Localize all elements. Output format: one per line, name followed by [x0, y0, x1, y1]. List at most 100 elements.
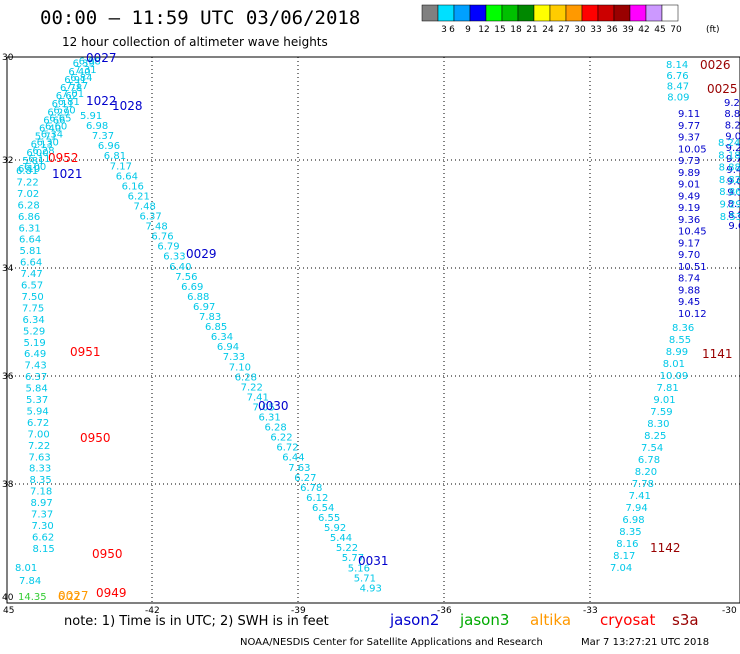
wave-height-value: 9.73 — [678, 156, 700, 167]
timestamp-text: Mar 7 13:27:21 UTC 2018 — [581, 637, 709, 648]
wave-height-value: 9.67 — [728, 221, 740, 232]
wave-height-value: 7.30 — [32, 521, 54, 532]
map-subtitle: 12 hour collection of altimeter wave hei… — [62, 35, 328, 49]
wave-height-value: 9.11 — [678, 109, 700, 120]
legend-swatch — [518, 5, 534, 21]
satellite-name: jason3 — [459, 611, 509, 629]
credit-text: NOAA/NESDIS Center for Satellite Applica… — [240, 637, 543, 648]
wave-height-value: 6.72 — [27, 418, 49, 429]
wave-height-value: 8.16 — [616, 539, 638, 550]
legend-swatch — [534, 5, 550, 21]
wave-height-value: 8.01 — [663, 359, 685, 370]
wave-height-value: 7.75 — [22, 303, 44, 314]
wave-height-value: 8.09 — [667, 92, 689, 103]
legend-swatch — [614, 5, 630, 21]
wave-height-value: 7.59 — [650, 407, 672, 418]
legend-swatch — [486, 5, 502, 21]
wave-height-value: 7.78 — [632, 479, 654, 490]
track-time-label: 0029 — [186, 247, 217, 261]
wave-height-value: 7.47 — [21, 269, 43, 280]
satellite-name: jason2 — [389, 611, 439, 629]
lat-label: 30 — [2, 53, 14, 63]
wave-height-value: 8.25 — [644, 431, 666, 442]
legend-swatch — [454, 5, 470, 21]
legend-tick-label: 45 — [654, 25, 665, 35]
wave-height-value: 9.70 — [678, 250, 700, 261]
wave-height-value: 6.76 — [666, 71, 688, 82]
track-time-label: 1142 — [650, 541, 681, 555]
wave-height-value: 7.84 — [19, 576, 41, 587]
wave-height-value: 7.02 — [17, 189, 39, 200]
legend-swatch — [630, 5, 646, 21]
legend-unit: (ft) — [706, 25, 720, 35]
track-time-label: 0027 — [58, 589, 89, 603]
legend-swatch — [470, 5, 486, 21]
wave-height-value: 8.55 — [669, 335, 691, 346]
wave-height-value: 5.29 — [23, 326, 45, 337]
lat-label: 40 — [2, 593, 14, 603]
wave-height-value: 8.84 — [724, 109, 740, 120]
legend-swatch — [502, 5, 518, 21]
legend-tick-label: 27 — [558, 25, 569, 35]
legend-tick-label: 42 — [638, 25, 649, 35]
wave-height-value: 14.35 — [18, 592, 47, 603]
wave-height-value: 10.05 — [678, 144, 707, 155]
wave-height-value: 8.24 — [718, 138, 740, 149]
wave-height-value: 7.37 — [31, 510, 53, 521]
legend-tick-label: 33 — [590, 25, 601, 35]
wave-height-value: 9.36 — [678, 215, 700, 226]
wave-height-value: 8.88 — [719, 163, 740, 174]
wave-height-value: 9.37 — [678, 133, 700, 144]
wave-height-value: 6.98 — [622, 515, 644, 526]
legend-swatch — [582, 5, 598, 21]
legend-tick-label: 24 — [542, 25, 554, 35]
wave-height-value: 8.15 — [33, 544, 55, 555]
legend-tick-label: 70 — [670, 25, 682, 35]
wave-height-value: 8.01 — [15, 563, 37, 574]
track-time-label: 0031 — [358, 554, 389, 568]
wave-height-value: 9.01 — [653, 395, 675, 406]
wave-height-value: 6.57 — [21, 281, 43, 292]
wave-height-value: 5.37 — [26, 395, 48, 406]
wave-height-value: 9.77 — [678, 121, 700, 132]
latitude-axis: 30 32 34 36 38 40 — [2, 53, 14, 603]
wave-height-value: 5.81 — [20, 246, 42, 257]
lat-label: 36 — [2, 372, 14, 382]
wave-height-value: 6.31 — [19, 223, 41, 234]
wave-height-value: 7.00 — [28, 429, 50, 440]
wave-height-value: 5.19 — [24, 338, 46, 349]
wave-height-value: 9.19 — [678, 203, 700, 214]
lat-label: 34 — [2, 264, 14, 274]
wave-height-value: 6.78 — [638, 455, 660, 466]
track-time-label: 0027 — [86, 51, 117, 65]
wave-height-value: 5.94 — [27, 406, 49, 417]
legend-tick-label: 6 — [449, 25, 455, 35]
lon-label: -33 — [583, 606, 598, 616]
wave-height-value: 7.43 — [25, 361, 47, 372]
wave-height-value: 8.99 — [666, 347, 688, 358]
wave-height-value: 9.17 — [678, 238, 700, 249]
wave-height-value: 9.89 — [678, 168, 700, 179]
wave-height-value: 8.47 — [667, 82, 689, 93]
legend-swatch — [662, 5, 678, 21]
track-time-label: 1028 — [112, 99, 143, 113]
wave-height-value: 7.04 — [610, 563, 632, 574]
wave-height-value: 6.64 — [19, 235, 41, 246]
legend-tick-label: 15 — [494, 25, 505, 35]
lon-label: -30 — [722, 606, 737, 616]
track-time-label: 1021 — [52, 167, 83, 181]
wave-height-value: 8.17 — [613, 551, 635, 562]
satellite-name: s3a — [672, 611, 699, 629]
wave-height-value: 10.45 — [678, 227, 707, 238]
wave-height-value: 9.29 — [720, 200, 740, 211]
wave-height-value: 8.86 — [719, 187, 740, 198]
lat-label: 38 — [2, 480, 14, 490]
map-title: 00:00 – 11:59 UTC 03/06/2018 — [40, 7, 360, 29]
wave-height-value: 6.62 — [32, 532, 54, 543]
legend-swatch — [598, 5, 614, 21]
legend-swatch — [646, 5, 662, 21]
wave-height-value: 5.84 — [26, 384, 48, 395]
track-time-label: 0950 — [80, 431, 111, 445]
